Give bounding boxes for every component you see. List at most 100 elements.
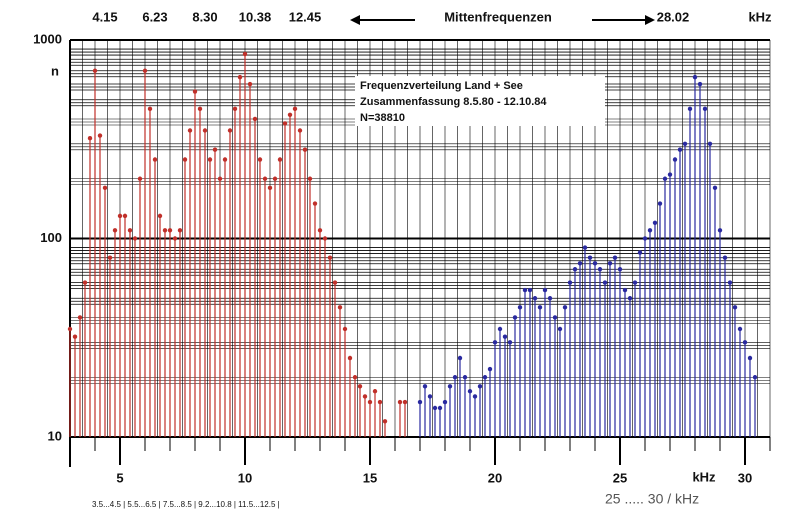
point — [207, 157, 213, 162]
point — [242, 51, 248, 57]
point — [77, 315, 83, 320]
point — [377, 399, 383, 405]
point — [727, 280, 733, 285]
point — [97, 133, 103, 138]
point — [67, 326, 73, 332]
point — [617, 267, 623, 272]
point — [247, 81, 253, 87]
point — [152, 157, 158, 162]
point — [222, 157, 228, 162]
point — [282, 121, 288, 126]
point — [582, 245, 588, 250]
point — [657, 201, 663, 206]
point — [237, 74, 243, 80]
point — [342, 326, 348, 332]
point — [122, 213, 128, 219]
point — [132, 236, 138, 241]
point — [527, 287, 533, 293]
arrows — [350, 15, 655, 25]
top-label: 6.23 — [142, 9, 167, 24]
top-label: 4.15 — [92, 9, 117, 24]
point — [307, 176, 313, 181]
point — [112, 228, 118, 233]
point — [172, 236, 178, 241]
point — [177, 228, 183, 233]
point — [322, 236, 328, 241]
point — [747, 355, 753, 361]
point — [442, 399, 448, 405]
point — [752, 375, 758, 380]
point — [142, 68, 148, 73]
point — [467, 389, 473, 394]
point — [707, 141, 713, 146]
point — [472, 394, 478, 399]
point — [662, 176, 668, 181]
point — [682, 141, 688, 146]
point — [352, 375, 358, 380]
point — [697, 81, 703, 87]
point — [532, 296, 538, 301]
point — [742, 340, 748, 345]
x-tick-label: 10 — [238, 470, 252, 485]
point — [192, 89, 198, 94]
point — [507, 340, 513, 345]
point — [597, 267, 603, 272]
point — [117, 213, 123, 219]
point — [687, 106, 693, 112]
point — [482, 375, 488, 380]
annotation-box — [355, 76, 605, 126]
annotation-line: Zusammenfassung 8.5.80 - 12.10.84 — [360, 96, 547, 108]
point — [312, 201, 318, 206]
point — [427, 394, 433, 399]
point — [82, 280, 88, 285]
x-unit: kHz — [692, 469, 716, 484]
point — [672, 157, 678, 162]
top-label: 10.38 — [239, 9, 272, 24]
point — [267, 185, 273, 191]
point — [72, 334, 78, 339]
point — [677, 147, 683, 152]
top-label: 12.45 — [289, 9, 322, 24]
point — [257, 157, 263, 162]
annotation-line: N=38810 — [360, 112, 405, 124]
point — [497, 326, 503, 332]
point — [732, 305, 738, 310]
point — [107, 255, 113, 260]
point — [367, 399, 373, 405]
point — [667, 172, 673, 177]
point — [187, 128, 193, 133]
point — [417, 399, 423, 405]
point — [652, 220, 658, 225]
point — [292, 106, 298, 112]
point — [182, 157, 188, 162]
point — [212, 147, 218, 152]
x-tick-label: 5 — [116, 470, 123, 485]
point — [592, 261, 598, 266]
point — [512, 315, 518, 320]
point — [517, 305, 523, 310]
point — [102, 185, 108, 191]
point — [157, 213, 163, 219]
point — [327, 255, 333, 260]
point — [537, 305, 543, 310]
point — [447, 384, 453, 389]
point — [137, 176, 143, 181]
x-tick-label: 25 — [613, 470, 627, 485]
point — [567, 280, 573, 285]
point — [557, 326, 563, 332]
x-tick-label: 15 — [363, 470, 377, 485]
bottom-right-note: 25 ..... 30 / kHz — [605, 491, 699, 507]
point — [147, 106, 153, 112]
point — [562, 305, 568, 310]
top-center-label: Mittenfrequenzen — [444, 9, 552, 24]
point — [217, 176, 223, 181]
point — [572, 267, 578, 272]
point — [712, 185, 718, 191]
point — [317, 228, 323, 233]
point — [587, 255, 593, 260]
point — [232, 106, 238, 112]
point — [272, 176, 278, 181]
annotation-line: Frequenzverteilung Land + See — [360, 80, 523, 92]
point — [197, 106, 203, 112]
y-label: n — [51, 63, 59, 78]
